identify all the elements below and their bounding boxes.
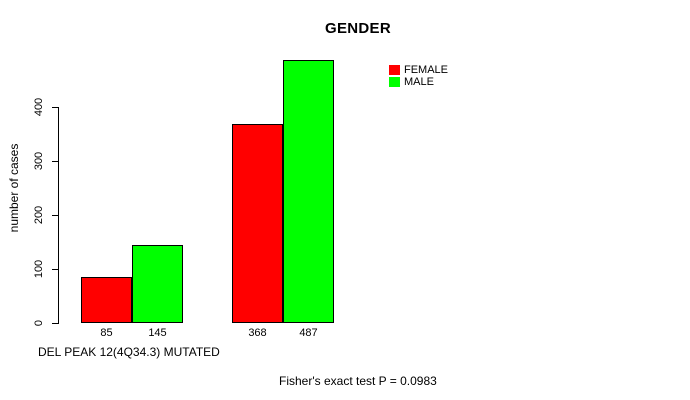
legend-swatch-female <box>389 65 400 75</box>
y-tick-mark-300 <box>52 161 59 162</box>
bar-value-label-female-group1: 85 <box>100 327 113 339</box>
chart-title: GENDER <box>325 20 391 37</box>
y-tick-label-200: 200 <box>33 205 45 225</box>
legend-swatch-male <box>389 77 400 87</box>
y-tick-label-100: 100 <box>33 259 45 279</box>
legend-item-female: FEMALE <box>389 64 449 76</box>
y-tick-mark-0 <box>52 323 59 324</box>
legend-label-male: MALE <box>404 76 434 88</box>
y-tick-label-400: 400 <box>33 97 45 117</box>
bar-value-label-male-group2: 487 <box>299 327 318 339</box>
bar-value-label-female-group2: 368 <box>248 327 267 339</box>
legend: FEMALE MALE <box>389 64 449 88</box>
bar-female-group2 <box>232 124 283 323</box>
bar-female-group1 <box>81 277 132 323</box>
x-caption-label: DEL PEAK 12(4Q34.3) MUTATED <box>38 345 220 359</box>
y-tick-mark-200 <box>52 215 59 216</box>
y-tick-mark-400 <box>52 107 59 108</box>
y-axis-label: number of cases <box>7 143 21 233</box>
bar-value-label-male-group1: 145 <box>148 327 167 339</box>
y-tick-label-300: 300 <box>33 151 45 171</box>
stat-annotation: Fisher's exact test P = 0.0983 <box>279 374 437 388</box>
legend-item-male: MALE <box>389 76 448 88</box>
y-tick-mark-100 <box>52 269 59 270</box>
bar-male-group2 <box>283 60 334 323</box>
y-tick-label-0: 0 <box>33 319 45 327</box>
legend-label-female: FEMALE <box>404 64 449 76</box>
bar-male-group1 <box>132 245 183 323</box>
